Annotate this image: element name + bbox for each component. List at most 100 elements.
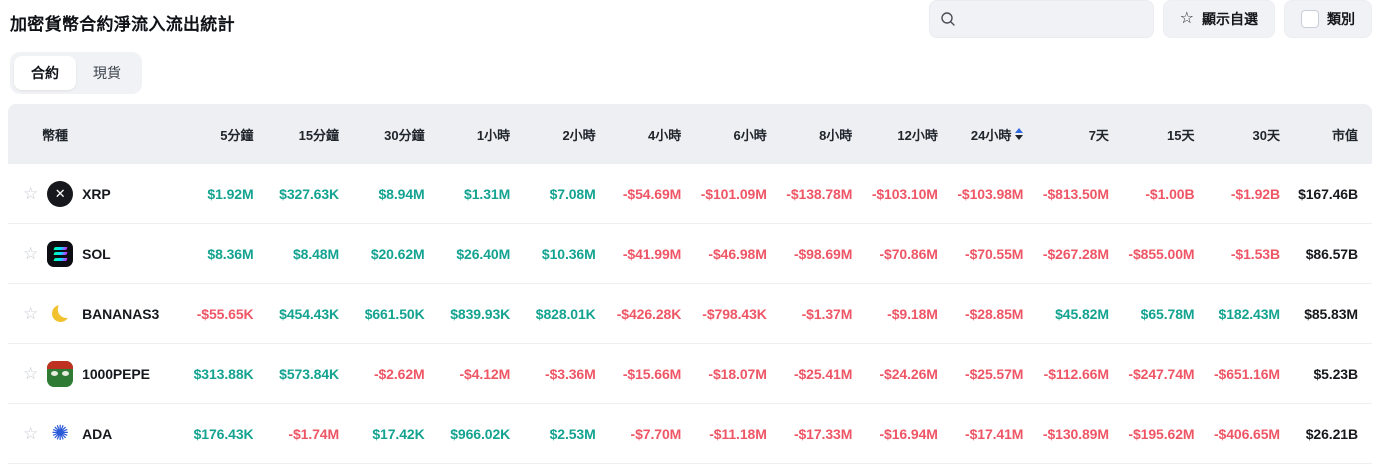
category-label: 類別 xyxy=(1327,11,1355,27)
search-box[interactable] xyxy=(928,0,1154,38)
column-header-label: 15天 xyxy=(1166,127,1195,143)
column-header[interactable]: 24小時 xyxy=(938,125,1024,144)
table-row[interactable]: ☆ SOL $8.36M $8.48M $20.62M $26.40M $10.36M -$4… xyxy=(8,224,1372,284)
flow-value-cell: -$195.62M xyxy=(1128,425,1195,442)
column-header[interactable]: 30分鐘 xyxy=(339,125,425,144)
flow-value-cell: $1.92M xyxy=(207,185,254,202)
market-cap-cell: $86.57B xyxy=(1305,245,1358,262)
coin-cell: ☆ ✺ ADA xyxy=(8,420,168,447)
flow-value-cell: -$112.66M xyxy=(1043,365,1109,382)
favorite-star-icon[interactable]: ☆ xyxy=(23,244,39,263)
flow-value-cell: -$11.18M xyxy=(709,425,767,442)
flow-value-cell: $7.08M xyxy=(549,185,596,202)
favorite-star-icon[interactable]: ☆ xyxy=(23,304,39,323)
show-favorites-button[interactable]: ☆ 顯示自選 xyxy=(1162,0,1275,38)
flow-value-cell: -$798.43K xyxy=(702,305,767,322)
column-header[interactable]: 5分鐘 xyxy=(168,125,254,144)
category-checkbox[interactable] xyxy=(1301,10,1319,28)
column-header-label: 8小時 xyxy=(819,127,853,143)
flow-value-cell: -$2.62M xyxy=(373,365,425,382)
column-header[interactable]: 6小時 xyxy=(681,125,767,144)
flow-value-cell: -$267.28M xyxy=(1042,245,1109,262)
column-header[interactable]: 2小時 xyxy=(510,125,595,144)
coin-symbol: 1000PEPE xyxy=(82,365,150,382)
market-cap-cell: $5.23B xyxy=(1313,365,1358,382)
inflow-outflow-table: 幣種 5分鐘 15分鐘 30分鐘 1小時 2小時 4小時 6小時 8小時 12小時 24小時 7天 15… xyxy=(8,104,1372,464)
market-cap-cell: $85.83M xyxy=(1304,305,1358,322)
flow-value-cell: -$7.70M xyxy=(630,425,682,442)
flow-value-cell: -$1.74M xyxy=(288,425,340,442)
column-header-label: 6小時 xyxy=(733,127,767,143)
flow-value-cell: $182.43M xyxy=(1218,305,1281,322)
flow-value-cell: -$24.26M xyxy=(879,365,938,382)
flow-value-cell: $966.02K xyxy=(450,425,511,442)
flow-value-cell: -$70.55M xyxy=(965,245,1024,262)
flow-value-cell: $10.36M xyxy=(541,245,596,262)
flow-value-cell: -$16.94M xyxy=(879,425,938,442)
flow-value-cell: $839.93K xyxy=(450,305,511,322)
flow-value-cell: $828.01K xyxy=(535,305,596,322)
flow-value-cell: -$426.28K xyxy=(616,305,682,322)
coin-symbol: BANANAS31 xyxy=(82,305,161,322)
flow-value-cell: -$813.50M xyxy=(1042,185,1109,202)
search-icon xyxy=(940,12,955,26)
flow-value-cell: $1.31M xyxy=(464,185,511,202)
table-body: ☆ ✕ XRP $1.92M $327.63K $8.94M $1.31M $7.08M -$5… xyxy=(8,164,1372,464)
flow-value-cell: $45.82M xyxy=(1055,305,1109,322)
flow-value-cell: $454.43K xyxy=(279,305,340,322)
bananas31-icon xyxy=(47,301,73,327)
flow-value-cell: -$15.66M xyxy=(622,365,682,382)
favorite-star-icon[interactable]: ☆ xyxy=(23,424,39,443)
flow-value-cell: -$103.10M xyxy=(871,185,938,202)
column-header-coin: 幣種 xyxy=(8,125,168,144)
column-header-label: 市值 xyxy=(1331,127,1358,143)
flow-value-cell: -$98.69M xyxy=(793,245,853,262)
column-header[interactable]: 15天 xyxy=(1109,125,1195,144)
flow-value-cell: $661.50K xyxy=(364,305,425,322)
flow-value-cell: $8.94M xyxy=(378,185,425,202)
flow-value-cell: -$28.85M xyxy=(965,305,1024,322)
coin-cell: ☆ SOL xyxy=(8,240,168,267)
tab-contracts[interactable]: 合約 xyxy=(14,56,76,90)
column-header-label: 30分鐘 xyxy=(384,127,425,143)
flow-value-cell: -$651.16M xyxy=(1213,365,1280,382)
column-header-label: 5分鐘 xyxy=(220,127,254,143)
column-header[interactable]: 8小時 xyxy=(767,125,853,144)
market-cap-cell: $167.46B xyxy=(1298,185,1358,202)
column-header[interactable]: 30天 xyxy=(1194,125,1280,144)
column-header[interactable]: 12小時 xyxy=(852,125,938,144)
flow-value-cell: -$70.86M xyxy=(879,245,938,262)
column-header[interactable]: 市值 xyxy=(1280,125,1372,144)
coin-cell: ☆ ✕ XRP xyxy=(8,180,168,207)
toolbar: ☆ 顯示自選 類別 xyxy=(928,0,1372,38)
flow-value-cell: $65.78M xyxy=(1140,305,1195,322)
tab-spot[interactable]: 現貨 xyxy=(93,65,121,81)
column-header[interactable]: 15分鐘 xyxy=(254,125,340,144)
table-row[interactable]: ☆ 1000PEPE $313.88K $573.84K -$2.62M -$4.12M -… xyxy=(8,344,1372,404)
table-row[interactable]: ☆ ✕ XRP $1.92M $327.63K $8.94M $1.31M $7.08M -$5… xyxy=(8,164,1372,224)
flow-value-cell: $2.53M xyxy=(549,425,596,442)
column-header[interactable]: 1小時 xyxy=(425,125,510,144)
favorite-star-icon[interactable]: ☆ xyxy=(23,364,39,383)
column-header-label: 12小時 xyxy=(897,127,938,143)
column-header[interactable]: 7天 xyxy=(1023,125,1109,144)
table-row[interactable]: ☆ ✺ ADA $176.43K -$1.74M $17.42K $966.02K $2.53… xyxy=(8,404,1372,464)
table-row[interactable]: ☆ BANANAS31 -$55.65K $454.43K $661.50K $839.9… xyxy=(8,284,1372,344)
flow-value-cell: -$406.65M xyxy=(1213,425,1280,442)
flow-value-cell: -$46.98M xyxy=(708,245,767,262)
coin-symbol: XRP xyxy=(82,185,111,202)
flow-value-cell: $313.88K xyxy=(193,365,254,382)
column-header-label: 4小時 xyxy=(647,127,682,143)
column-header-label: 30天 xyxy=(1252,127,1280,143)
flow-value-cell: -$17.41M xyxy=(965,425,1024,442)
flow-value-cell: -$1.92B xyxy=(1230,185,1280,202)
table-header-row: 幣種 5分鐘 15分鐘 30分鐘 1小時 2小時 4小時 6小時 8小時 12小時 24小時 7天 15… xyxy=(8,104,1372,164)
search-input[interactable] xyxy=(961,11,1143,27)
column-header[interactable]: 4小時 xyxy=(596,125,682,144)
category-button[interactable]: 類別 xyxy=(1284,0,1372,38)
column-header-label: 15分鐘 xyxy=(298,127,340,143)
favorite-star-icon[interactable]: ☆ xyxy=(23,184,39,203)
flow-value-cell: -$4.12M xyxy=(459,365,511,382)
sort-icon xyxy=(1015,128,1024,140)
